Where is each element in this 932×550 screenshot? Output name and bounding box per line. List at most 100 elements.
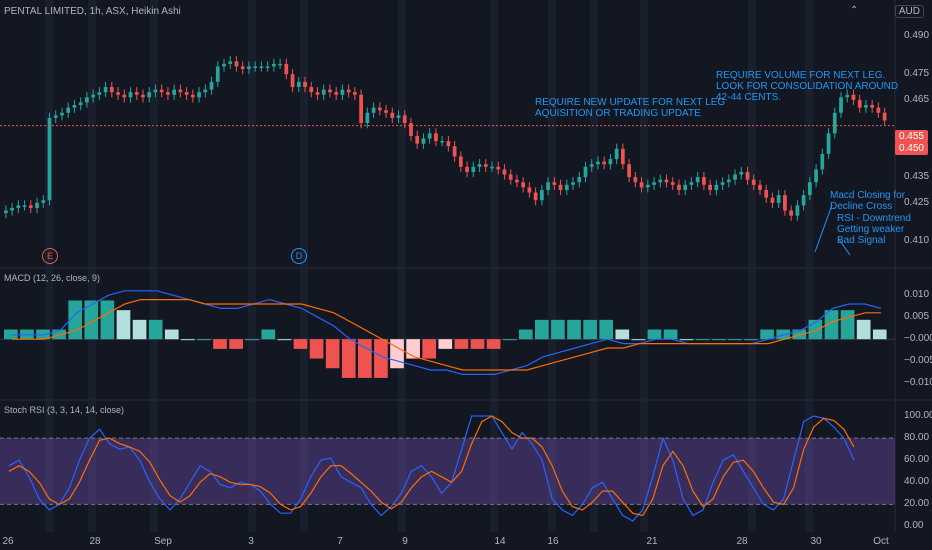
candle-body: [870, 105, 875, 108]
candle-body: [328, 89, 332, 93]
macd-axis-tick: 0.010: [904, 289, 930, 301]
candle-body: [670, 182, 675, 185]
time-axis-tick: 26: [2, 536, 14, 547]
candle-body: [490, 166, 494, 169]
session-band: [88, 0, 96, 532]
candle-body: [265, 66, 270, 68]
candle-body: [589, 164, 594, 167]
candle-body: [371, 107, 376, 113]
candle-body: [172, 89, 177, 95]
price-axis-tick: 0.425: [904, 196, 930, 208]
time-axis-tick: 28: [89, 536, 101, 547]
macd-histogram-bar: [132, 319, 147, 340]
candle-body: [415, 135, 420, 144]
candle-body: [259, 66, 264, 68]
price-axis-tick: 0.435: [904, 171, 930, 183]
macd-histogram-bar: [4, 329, 18, 340]
candle-body: [222, 63, 226, 67]
dividend-marker[interactable]: D: [291, 248, 307, 264]
candle-body: [633, 177, 638, 183]
candle-body: [402, 115, 407, 124]
candle-body: [178, 89, 183, 93]
candle-body: [845, 94, 850, 98]
currency-badge[interactable]: AUD: [894, 5, 924, 18]
macd-histogram-bar: [470, 339, 485, 349]
candle-body: [278, 63, 282, 66]
candle-body: [234, 61, 239, 67]
candle-body: [608, 159, 613, 165]
candle-body: [508, 174, 513, 180]
candle-body: [35, 202, 39, 208]
macd-histogram-bar: [712, 339, 726, 341]
candle-body: [814, 169, 818, 183]
candle-body: [745, 171, 750, 180]
session-band: [805, 0, 813, 532]
stoch-axis-tick: 80.00: [904, 432, 930, 444]
session-band: [748, 0, 756, 532]
macd-pane-label: MACD (12, 26, close, 9): [4, 273, 101, 283]
candle-body: [97, 92, 102, 95]
candle-body: [465, 166, 469, 172]
candle-body: [689, 182, 694, 185]
macd-axis-tick: 0.005: [904, 311, 930, 323]
stoch-axis-tick: 60.00: [904, 454, 930, 466]
annotation-update[interactable]: REQUIRE NEW UPDATE FOR NEXT LEG AQUISITI…: [535, 97, 726, 119]
annotation-macd[interactable]: Macd Closing for Decline Cross: [830, 190, 906, 212]
candle-body: [446, 141, 451, 147]
candle-body: [720, 182, 725, 185]
candle-body: [290, 74, 295, 88]
macd-axis-tick: −0.010: [904, 377, 932, 389]
prev-price-tag: 0.450: [894, 142, 928, 155]
annotation-rsi[interactable]: RSI - Downtrend Getting weaker Bad Signa…: [837, 213, 911, 246]
macd-histogram-bar: [583, 319, 597, 340]
candle-body: [134, 92, 139, 95]
candle-body: [652, 182, 656, 185]
macd-histogram-bar: [599, 319, 614, 340]
candle-body: [458, 156, 463, 167]
macd-histogram-bar: [679, 339, 694, 341]
candle-body: [284, 63, 289, 75]
candle-body: [296, 81, 301, 88]
candle-body: [857, 99, 862, 108]
candle-body: [72, 105, 77, 108]
time-axis-tick: 16: [547, 536, 559, 547]
candle-body: [789, 210, 794, 216]
candle-body: [353, 92, 357, 95]
candle-body: [571, 182, 575, 185]
annotation-volume[interactable]: REQUIRE VOLUME FOR NEXT LEG. LOOK FOR CO…: [716, 70, 899, 103]
macd-histogram-bar: [116, 310, 131, 340]
candle-body: [53, 115, 58, 118]
macd-histogram-bar: [760, 329, 774, 340]
candle-body: [820, 153, 825, 170]
candle-body: [122, 94, 127, 98]
time-axis-tick: 21: [646, 536, 658, 547]
candle-body: [483, 164, 488, 167]
time-axis-tick: Sep: [154, 536, 172, 547]
candle-body: [22, 205, 27, 207]
session-band: [300, 0, 308, 532]
macd-histogram-bar: [486, 339, 501, 349]
macd-histogram-bar: [374, 339, 388, 378]
macd-histogram-bar: [245, 339, 260, 341]
candle-body: [515, 179, 519, 183]
chevron-up-icon[interactable]: ⌃: [850, 5, 859, 16]
macd-histogram-bar: [840, 310, 855, 340]
candle-body: [783, 195, 787, 211]
session-band: [490, 0, 498, 532]
macd-histogram-bar: [325, 339, 340, 369]
macd-histogram-bar: [615, 329, 630, 340]
candle-body: [496, 166, 501, 170]
time-axis-tick: 7: [337, 536, 343, 547]
macd-histogram-bar: [148, 319, 163, 340]
candle-body: [471, 166, 476, 172]
candle-body: [321, 89, 326, 95]
candle-body: [839, 97, 843, 113]
candle-body: [733, 174, 737, 180]
macd-histogram-bar: [309, 339, 324, 359]
candle-body: [558, 184, 563, 190]
earnings-marker[interactable]: E: [42, 248, 58, 264]
time-axis-tick: 30: [810, 536, 822, 547]
candle-body: [876, 107, 881, 113]
candle-body: [197, 92, 201, 98]
